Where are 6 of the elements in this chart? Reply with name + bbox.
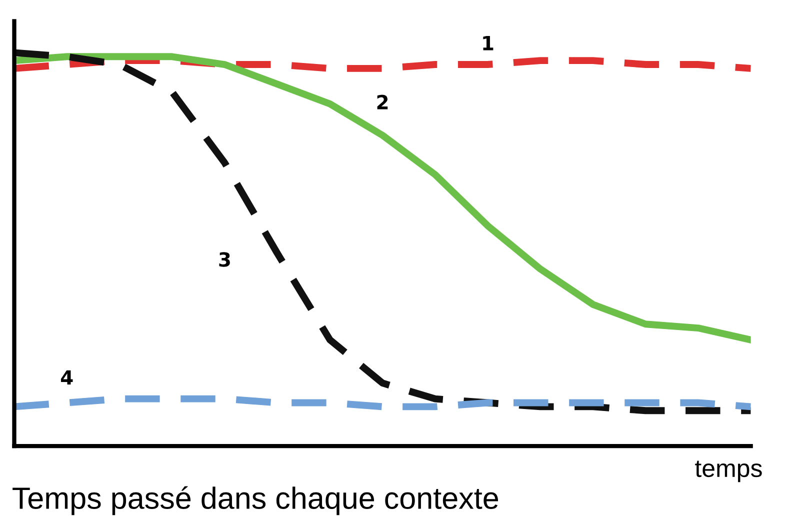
series-label: 1: [483, 36, 494, 50]
text: Temps passé dans chaque contexte: [12, 486, 498, 516]
series-label: 2: [377, 94, 388, 110]
text: 3: [219, 252, 230, 267]
series-label: 4: [60, 370, 73, 385]
x-axis-title: temps: [695, 460, 762, 482]
